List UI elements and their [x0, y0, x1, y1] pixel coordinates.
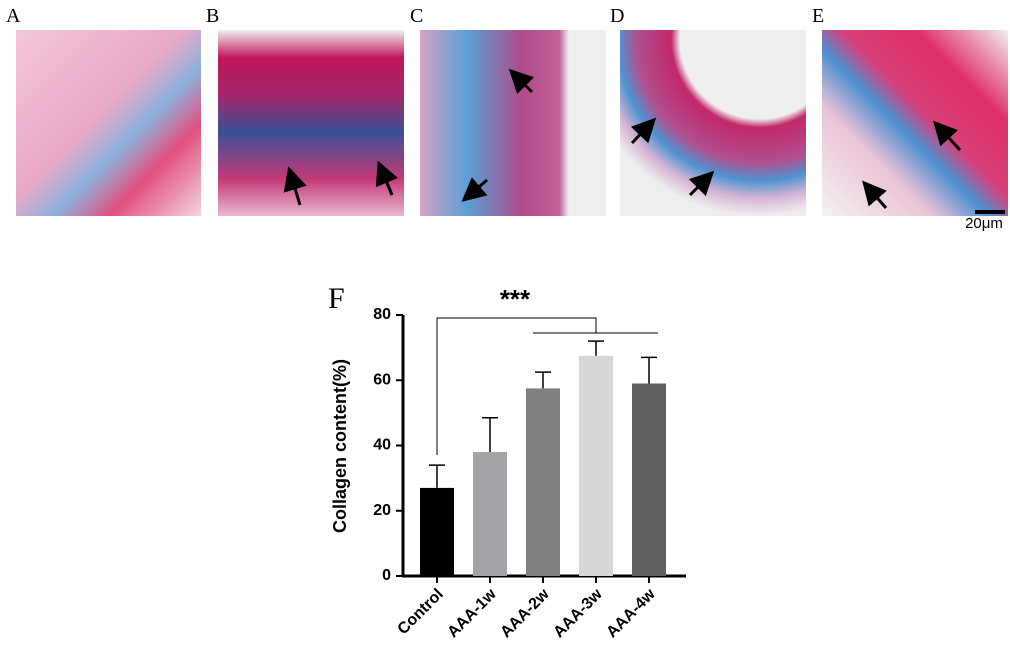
error-bar — [429, 464, 445, 488]
significance-bracket — [436, 317, 658, 455]
y-tick-label: 0 — [382, 567, 391, 584]
y-tick-label: 60 — [373, 371, 391, 388]
panel-label: A — [6, 5, 21, 27]
image-d — [620, 30, 806, 216]
x-tick-label: AAA-3w — [550, 585, 606, 641]
image-e — [822, 30, 1008, 216]
significance: *** — [500, 284, 531, 314]
error-bar — [482, 417, 498, 453]
error-bar — [641, 356, 657, 384]
image-c — [420, 30, 606, 216]
panel-label: E — [812, 5, 824, 27]
y-tick-label: 40 — [373, 437, 391, 454]
panel-label: C — [410, 5, 423, 27]
bar — [579, 355, 613, 576]
x-tick-label: AAA-2w — [497, 585, 553, 641]
bar — [420, 487, 454, 576]
image-a — [16, 30, 201, 216]
error-bar — [535, 371, 551, 389]
image-b — [218, 30, 404, 216]
histology-images: 20μm A B C D E — [6, 5, 1008, 232]
y-tick-label: 80 — [373, 306, 391, 323]
bar — [632, 383, 666, 576]
panel-label: B — [206, 5, 219, 27]
x-tick-label: Control — [395, 586, 447, 638]
bar — [526, 388, 560, 576]
error-bar — [588, 340, 604, 356]
x-tick-label: AAA-4w — [603, 585, 659, 641]
bar — [473, 452, 507, 576]
panel-label: F — [328, 282, 345, 315]
panel-label: D — [610, 5, 624, 27]
x-tick-label: AAA-1w — [444, 585, 500, 641]
scale-bar-label: 20μm — [965, 215, 1003, 232]
y-tick-label: 20 — [373, 502, 391, 519]
arrows — [283, 68, 962, 209]
y-axis-label: Collagen content(%) — [330, 359, 350, 533]
